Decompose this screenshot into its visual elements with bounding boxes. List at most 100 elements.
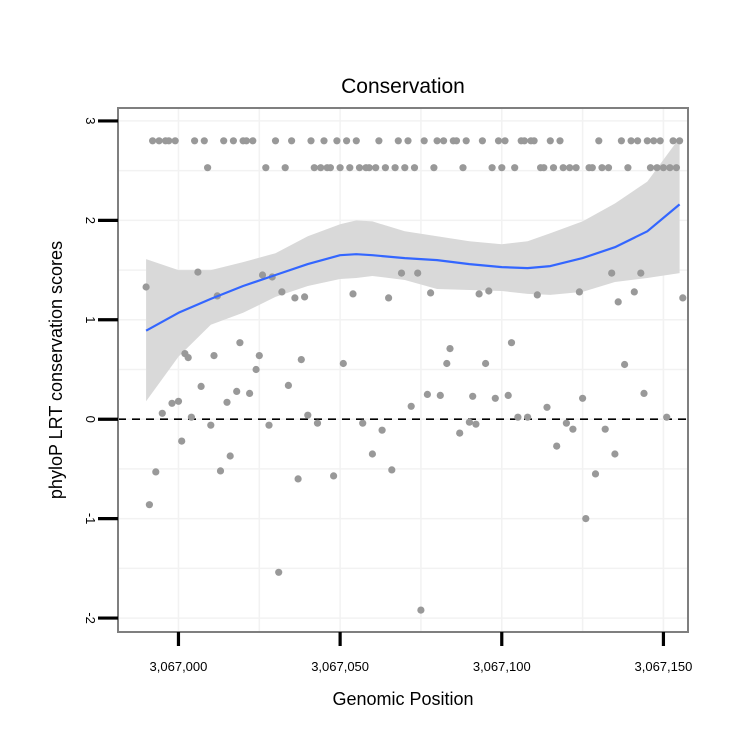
- data-point: [397, 269, 406, 277]
- data-point: [210, 352, 218, 360]
- data-point: [475, 290, 483, 298]
- data-point: [624, 164, 632, 172]
- data-point: [297, 356, 305, 364]
- data-point: [410, 164, 419, 172]
- data-point: [355, 164, 364, 172]
- data-point: [579, 394, 587, 402]
- data-point: [249, 137, 257, 145]
- data-point: [326, 164, 334, 172]
- data-point: [291, 294, 299, 302]
- data-point: [204, 164, 212, 172]
- data-point: [469, 392, 477, 400]
- data-point: [388, 466, 396, 474]
- chart-title: Conservation: [341, 75, 465, 98]
- y-tick-label: 1: [83, 316, 98, 323]
- data-point: [187, 413, 195, 421]
- data-point: [443, 359, 451, 368]
- data-point: [330, 472, 338, 480]
- data-point: [530, 137, 538, 145]
- data-point: [165, 137, 173, 145]
- data-point: [646, 164, 655, 172]
- data-point: [520, 137, 529, 145]
- data-point: [504, 391, 512, 399]
- data-point: [669, 137, 677, 145]
- data-point: [679, 294, 687, 302]
- data-point: [553, 442, 561, 450]
- data-point: [149, 137, 157, 145]
- data-point: [440, 137, 448, 145]
- data-point: [258, 271, 267, 279]
- data-point: [488, 164, 496, 172]
- data-point: [197, 382, 205, 390]
- y-axis: -2 -1 0 1 2 3: [83, 117, 118, 624]
- data-point: [252, 365, 260, 374]
- data-point: [301, 293, 309, 301]
- x-tick-label: 3,067,150: [635, 659, 693, 674]
- data-point: [262, 164, 270, 172]
- data-point: [304, 411, 312, 419]
- data-point: [142, 283, 150, 291]
- data-point: [556, 137, 564, 145]
- data-point: [666, 164, 674, 172]
- data-point: [407, 402, 415, 410]
- data-point: [569, 425, 577, 433]
- x-axis: 3,067,000 3,067,050 3,067,100 3,067,150: [150, 632, 693, 674]
- data-point: [601, 425, 609, 433]
- data-point: [294, 475, 302, 483]
- data-point: [533, 291, 541, 299]
- data-point: [236, 339, 244, 347]
- data-point: [233, 387, 241, 395]
- data-point: [524, 413, 532, 421]
- data-point: [339, 359, 347, 368]
- x-axis-label: Genomic Position: [332, 689, 473, 709]
- data-point: [427, 289, 435, 297]
- data-point: [378, 426, 386, 434]
- data-point: [229, 137, 237, 145]
- y-tick-label: -2: [83, 612, 98, 624]
- data-point: [391, 164, 399, 172]
- data-point: [672, 164, 681, 172]
- data-point: [608, 269, 616, 277]
- smooth-trend-line: [145, 203, 681, 332]
- data-point: [174, 397, 183, 405]
- data-point: [540, 164, 548, 172]
- data-point: [562, 419, 571, 427]
- data-point: [659, 164, 668, 172]
- data-point: [307, 137, 315, 145]
- data-point: [507, 339, 516, 347]
- data-point: [514, 413, 522, 421]
- data-point: [575, 288, 584, 296]
- x-tick-label: 3,067,100: [473, 659, 531, 674]
- data-point: [472, 420, 480, 428]
- data-point: [271, 137, 280, 145]
- data-point: [640, 389, 648, 397]
- data-point: [414, 269, 422, 277]
- data-point: [446, 345, 454, 353]
- plot-panel: [117, 107, 689, 633]
- y-tick-label: 3: [83, 117, 98, 124]
- data-point: [653, 164, 661, 172]
- data-point: [559, 164, 567, 172]
- data-point: [394, 137, 402, 145]
- y-tick-label: -1: [83, 513, 98, 525]
- data-point: [155, 137, 163, 145]
- data-point: [459, 164, 467, 172]
- data-point: [546, 137, 554, 145]
- data-point: [627, 137, 635, 145]
- data-point: [184, 354, 192, 362]
- data-point: [385, 294, 393, 302]
- data-point: [255, 352, 263, 360]
- data-point: [637, 269, 645, 277]
- data-point: [320, 137, 328, 145]
- data-point: [194, 268, 202, 276]
- data-point: [582, 515, 590, 523]
- data-point: [498, 164, 506, 172]
- data-point: [333, 137, 341, 145]
- data-point: [614, 298, 622, 306]
- data-point: [566, 164, 574, 172]
- data-point: [365, 164, 373, 172]
- data-point: [352, 137, 360, 145]
- data-point: [465, 418, 473, 426]
- data-point: [511, 164, 519, 172]
